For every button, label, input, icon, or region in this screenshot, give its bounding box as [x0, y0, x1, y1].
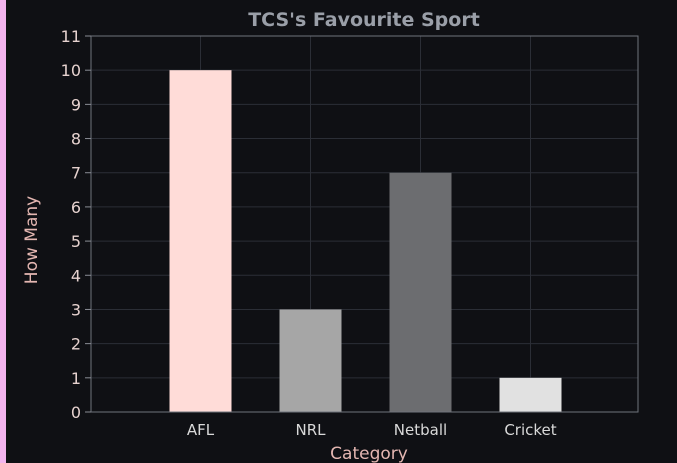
- y-tick-label: 11: [61, 27, 81, 46]
- y-tick-label: 6: [71, 198, 81, 217]
- plot-border: [90, 35, 639, 413]
- x-tick-label: NRL: [296, 421, 327, 439]
- axes: [85, 35, 639, 413]
- y-tick-label: 7: [71, 164, 81, 183]
- y-tick-label: 1: [71, 369, 81, 388]
- bars: [169, 70, 562, 412]
- x-tick-label: Cricket: [504, 421, 556, 439]
- bar-netball: [389, 172, 452, 412]
- bar-cricket: [499, 377, 562, 412]
- x-tick-label: Netball: [394, 421, 447, 439]
- bar-nrl: [279, 309, 342, 412]
- x-tick-label: AFL: [187, 421, 215, 439]
- x-ticks: AFL NRL Netball Cricket: [187, 421, 557, 439]
- y-tick-label: 5: [71, 232, 81, 251]
- y-ticks: 0 1 2 3 4 5 6 7 8 9 10 11: [61, 27, 81, 422]
- y-tick-label: 9: [71, 95, 81, 114]
- chart-title: TCS's Favourite Sport: [248, 9, 480, 31]
- chart-frame: TCS's Favourite Sport 0 1 2 3 4 5 6 7 8 9 10 11 AFL…: [6, 0, 677, 463]
- y-axis-title: How Many: [22, 196, 42, 284]
- x-axis-title: Category: [330, 444, 408, 463]
- y-tick-label: 8: [71, 130, 81, 149]
- chart-canvas: TCS's Favourite Sport 0 1 2 3 4 5 6 7 8 9 10 11 AFL…: [22, 9, 639, 463]
- y-tick-label: 10: [61, 61, 81, 80]
- y-tick-label: 3: [71, 300, 81, 319]
- y-tick-label: 0: [71, 403, 81, 422]
- y-tick-label: 2: [71, 335, 81, 354]
- y-tick-label: 4: [71, 266, 81, 285]
- bar-afl: [169, 70, 232, 412]
